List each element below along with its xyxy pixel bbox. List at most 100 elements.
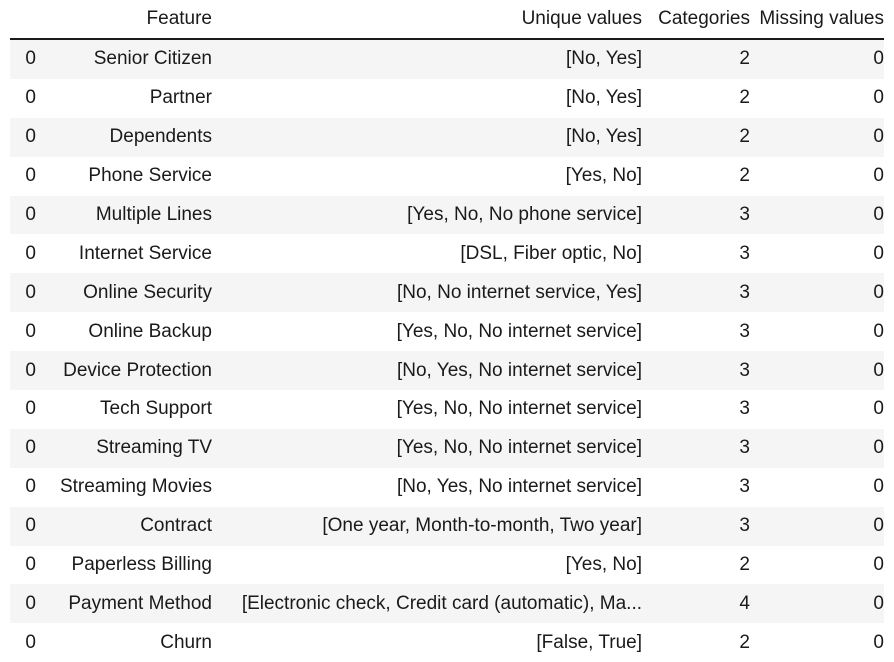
table-header: Feature Unique values Categories Missing…	[10, 0, 884, 40]
categories-cell: 2	[739, 631, 750, 653]
row-index-cell: 0	[25, 48, 36, 70]
row-index-cell: 0	[25, 165, 36, 187]
table-row: 0 Partner [No, Yes] 2 0	[10, 78, 884, 118]
feature-cell: Payment Method	[68, 592, 212, 614]
missing-values-cell: 0	[873, 359, 884, 381]
categories-cell: 2	[739, 126, 750, 148]
categories-cell: 2	[739, 554, 750, 576]
table-row: 0 Tech Support [Yes, No, No internet servi…	[10, 390, 884, 429]
missing-values-cell: 0	[873, 515, 884, 537]
missing-values-header: Missing values	[756, 0, 884, 40]
unique-values-cell: [False, True]	[536, 631, 642, 653]
categories-cell: 3	[739, 281, 750, 303]
unique-values-cell: [No, Yes, No internet service]	[396, 476, 642, 498]
feature-cell: Streaming Movies	[59, 476, 212, 498]
missing-values-cell: 0	[873, 281, 884, 303]
table-row: 0 Contract [One year, Month-to-month, Two …	[10, 506, 884, 546]
table-row: 0 Phone Service [Yes, No] 2 0	[10, 156, 884, 196]
table-row: 0 Device Protection [No, Yes, No internet …	[10, 351, 884, 391]
table-row: 0 Online Backup [Yes, No, No internet serv…	[10, 312, 884, 352]
unique-values-cell: [No, Yes, No internet service]	[396, 359, 642, 381]
row-index-cell: 0	[25, 554, 36, 576]
feature-cell: Online Security	[83, 281, 212, 303]
unique-values-cell: [Yes, No]	[565, 554, 642, 576]
feature-cell: Streaming TV	[96, 437, 212, 459]
feature-header: Feature	[40, 0, 218, 40]
row-index-cell: 0	[25, 437, 36, 459]
categories-cell: 2	[739, 48, 750, 70]
unique-values-cell: [Yes, No, No internet service]	[396, 437, 642, 459]
feature-cell: Internet Service	[78, 242, 212, 264]
table-row: 0 Streaming TV [Yes, No, No internet servi…	[10, 428, 884, 468]
table-body: 0 Senior Citizen [No, Yes] 2 0 0 Partner [No, Y…	[10, 39, 884, 662]
row-index-cell: 0	[25, 281, 36, 303]
unique-values-cell: [Yes, No, No internet service]	[396, 320, 642, 342]
header-row: Feature Unique values Categories Missing…	[10, 0, 884, 40]
row-index-cell: 0	[25, 476, 36, 498]
unique-values-cell: [Yes, No, No internet service]	[396, 398, 642, 420]
categories-cell: 3	[739, 204, 750, 225]
unique-values-cell: [No, Yes]	[565, 48, 642, 70]
feature-cell: Online Backup	[88, 320, 212, 342]
feature-cell: Dependents	[109, 126, 212, 148]
missing-values-cell: 0	[873, 126, 884, 148]
missing-values-cell: 0	[873, 631, 884, 653]
row-index-cell: 0	[25, 320, 36, 342]
row-index-cell: 0	[25, 87, 36, 109]
table-row: 0 Dependents [No, Yes] 2 0	[10, 117, 884, 157]
unique-values-cell: [No, Yes]	[565, 87, 642, 109]
table-row: 0 Churn [False, True] 2 0	[10, 623, 884, 662]
table-row: 0 Online Security [No, No internet service…	[10, 273, 884, 313]
feature-cell: Phone Service	[88, 165, 212, 187]
table-row: 0 Streaming Movies [No, Yes, No internet s…	[10, 467, 884, 507]
categories-cell: 3	[739, 359, 750, 381]
row-index-cell: 0	[25, 398, 36, 420]
feature-cell: Device Protection	[63, 359, 212, 381]
categories-cell: 2	[739, 87, 750, 109]
unique-values-cell: [DSL, Fiber optic, No]	[460, 242, 642, 264]
unique-values-cell: [Electronic check, Credit card (automati…	[241, 592, 642, 614]
categories-cell: 3	[739, 515, 750, 537]
missing-values-cell: 0	[873, 476, 884, 498]
categories-cell: 3	[739, 476, 750, 498]
unique-values-cell: [No, No internet service, Yes]	[396, 281, 642, 303]
feature-cell: Tech Support	[100, 398, 212, 420]
categories-cell: 3	[739, 242, 750, 264]
categories-cell: 2	[739, 165, 750, 187]
row-index-cell: 0	[25, 592, 36, 614]
categories-cell: 3	[739, 437, 750, 459]
row-index-cell: 0	[25, 359, 36, 381]
unique-values-cell: [One year, Month-to-month, Two year]	[322, 515, 642, 537]
table-row: 0 Multiple Lines [Yes, No, No phone servic…	[10, 195, 884, 235]
feature-cell: Partner	[149, 87, 212, 109]
missing-values-cell: 0	[873, 242, 884, 264]
categories-cell: 4	[739, 592, 750, 614]
feature-cell: Multiple Lines	[95, 204, 212, 225]
categories-cell: 3	[739, 320, 750, 342]
missing-values-cell: 0	[873, 320, 884, 342]
categories-header: Categories	[648, 0, 756, 40]
table-row: 0 Payment Method [Electronic check, Credit…	[10, 584, 884, 624]
index-header	[10, 0, 40, 40]
row-index-cell: 0	[25, 204, 36, 225]
dataframe-table: Feature Unique values Categories Missing…	[10, 0, 884, 662]
missing-values-cell: 0	[873, 204, 884, 225]
feature-cell: Churn	[160, 631, 212, 653]
table-row: 0 Internet Service [DSL, Fiber optic, No] 3…	[10, 234, 884, 274]
unique-values-header: Unique values	[218, 0, 648, 40]
feature-cell: Contract	[140, 515, 212, 537]
row-index-cell: 0	[25, 631, 36, 653]
unique-values-cell: [Yes, No, No phone service]	[407, 204, 642, 225]
missing-values-cell: 0	[873, 592, 884, 614]
table-row: 0 Paperless Billing [Yes, No] 2 0	[10, 545, 884, 585]
missing-values-cell: 0	[873, 554, 884, 576]
row-index-cell: 0	[25, 515, 36, 537]
unique-values-cell: [Yes, No]	[565, 165, 642, 187]
missing-values-cell: 0	[873, 87, 884, 109]
feature-cell: Senior Citizen	[93, 48, 212, 70]
missing-values-cell: 0	[873, 48, 884, 70]
feature-cell: Paperless Billing	[71, 554, 212, 576]
categories-cell: 3	[739, 398, 750, 420]
unique-values-cell: [No, Yes]	[565, 126, 642, 148]
